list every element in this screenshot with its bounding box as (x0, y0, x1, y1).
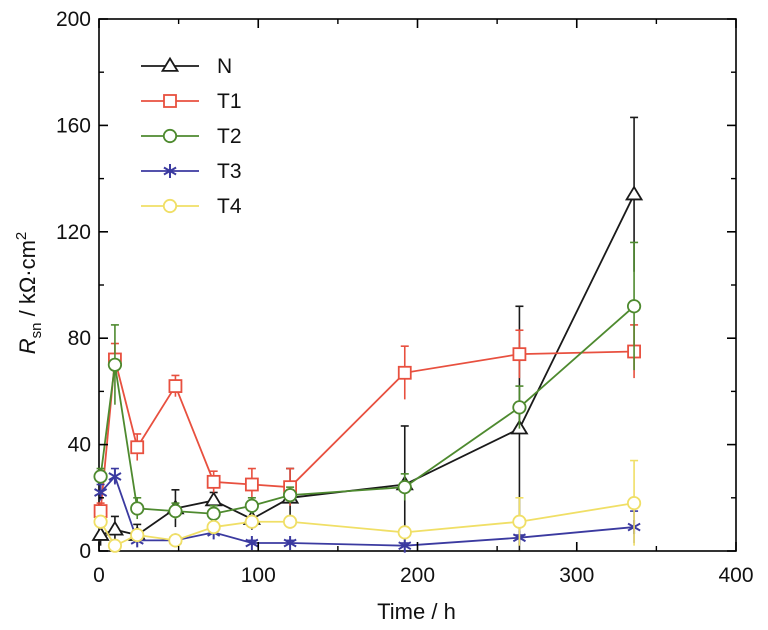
data-point (626, 496, 642, 511)
legend-marker (163, 164, 177, 178)
data-point (93, 469, 108, 484)
asterisk-stroke (108, 472, 122, 481)
legend-item-t1: T1 (141, 90, 242, 113)
data-point (244, 477, 259, 492)
plot-frame (98, 18, 737, 552)
data-point (130, 440, 145, 455)
data-point (244, 498, 259, 513)
data-point (168, 533, 183, 548)
legend-label: T2 (217, 125, 242, 148)
data-point (282, 488, 298, 503)
data-point (108, 469, 122, 484)
data-point (206, 506, 221, 521)
asterisk-stroke (398, 541, 412, 551)
y-tick-label: 200 (56, 8, 91, 31)
data-point (105, 520, 125, 536)
data-point (398, 538, 412, 553)
data-point (283, 536, 297, 551)
x-tick-label: 300 (559, 564, 594, 587)
x-tick-label: 400 (718, 564, 753, 587)
series-line (99, 350, 635, 512)
data-point (512, 347, 527, 362)
series-line (100, 194, 635, 537)
legend-marker (162, 198, 178, 214)
asterisk-stroke (94, 488, 108, 497)
y-tick-label: 0 (79, 540, 91, 563)
legend: N T1 T2 T3 T4 (141, 55, 242, 218)
series-line (99, 305, 635, 515)
data-point (168, 379, 183, 393)
data-point (397, 365, 412, 380)
legend-item-n: N (141, 55, 232, 78)
series-t2 (93, 241, 642, 522)
x-tick-label: 100 (241, 564, 276, 587)
legend-marker (163, 94, 177, 108)
y-tick-label: 80 (68, 327, 91, 350)
data-point (206, 474, 221, 489)
series-t3 (94, 467, 641, 553)
data-point (282, 514, 298, 529)
legend-marker (162, 128, 178, 144)
data-point (204, 491, 223, 507)
data-point (206, 519, 221, 535)
axes: 0 100 200 300 400 0 40 80 120 160 200 Time / h Rsn /… (13, 8, 754, 624)
data-point (397, 480, 412, 495)
y-tick-label: 160 (56, 114, 91, 137)
data-point (245, 536, 259, 551)
data-point (512, 400, 527, 415)
legend-label: T1 (217, 90, 242, 113)
data-point (107, 357, 123, 372)
y-axis-symbol: R (15, 338, 40, 354)
plot-area (98, 18, 737, 552)
y-axis-superscript: 2 (13, 232, 30, 240)
data-point (93, 514, 108, 529)
x-axis-title: Time / h (377, 599, 456, 624)
data-point (244, 514, 259, 529)
data-point (626, 299, 642, 314)
legend-label: T3 (217, 160, 242, 183)
x-tick-label: 0 (93, 564, 105, 587)
data-point (624, 185, 644, 201)
data-point (168, 503, 183, 519)
series-n (91, 116, 644, 551)
y-tick-label: 120 (56, 221, 91, 244)
data-point (397, 525, 412, 540)
legend-item-t3: T3 (141, 160, 242, 183)
series-layer (91, 116, 644, 553)
legend-item-t4: T4 (141, 195, 242, 218)
legend-label: T4 (217, 195, 242, 218)
series-t4 (93, 459, 642, 553)
data-point (91, 525, 110, 541)
data-point (130, 501, 145, 516)
asterisk-stroke (163, 166, 177, 176)
legend-item-t2: T2 (141, 125, 242, 148)
legend-label: N (217, 55, 232, 78)
asterisk-stroke (283, 538, 297, 548)
y-axis-subscript: sn (28, 323, 45, 339)
data-point (107, 538, 123, 553)
x-tick-label: 200 (400, 564, 435, 587)
y-axis-unit: / kΩ·cm (15, 240, 40, 322)
asterisk-stroke (245, 538, 259, 548)
legend-marker (160, 56, 180, 72)
series-line (99, 502, 635, 547)
data-point (512, 514, 527, 529)
y-tick-label: 40 (68, 434, 91, 457)
data-point (130, 527, 145, 543)
y-axis-title: Rsn / kΩ·cm2 (13, 232, 45, 355)
series-line (99, 474, 635, 547)
